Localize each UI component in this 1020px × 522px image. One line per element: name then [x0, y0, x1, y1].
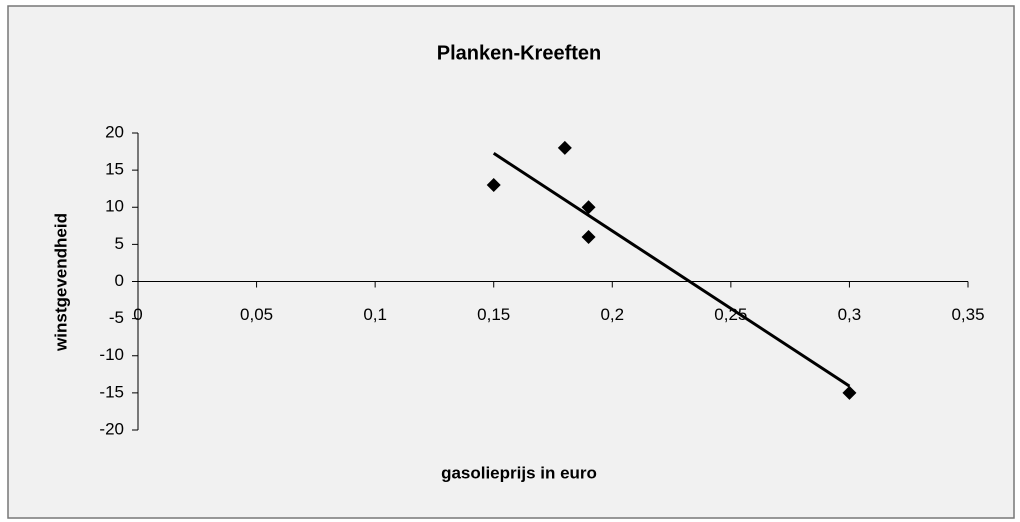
- x-axis-label: gasolieprijs in euro: [441, 463, 597, 482]
- y-tick-label: 15: [105, 160, 124, 179]
- data-point: [842, 385, 857, 400]
- y-tick-label: -15: [99, 382, 124, 401]
- data-point: [557, 140, 572, 155]
- data-point: [581, 200, 596, 215]
- chart-area: [7, 5, 1015, 519]
- x-tick-label: 0,1: [363, 305, 387, 324]
- chart-title: Planken-Kreeften: [437, 42, 602, 64]
- y-tick-label: -10: [99, 345, 124, 364]
- x-tick-label: 0: [133, 305, 142, 324]
- y-tick-label: 20: [105, 122, 124, 141]
- x-tick-label: 0,15: [477, 305, 510, 324]
- y-tick-label: -20: [99, 419, 124, 438]
- trendline: [492, 152, 851, 388]
- x-tick-label: 0,25: [714, 305, 747, 324]
- y-tick-label: 10: [105, 197, 124, 216]
- y-axis-label: winstgevendheid: [51, 213, 70, 352]
- x-tick-label: 0,3: [838, 305, 862, 324]
- y-tick-label: -5: [109, 308, 124, 327]
- x-tick-label: 0,2: [600, 305, 624, 324]
- x-tick-label: 0,35: [951, 305, 984, 324]
- data-point: [581, 229, 596, 244]
- data-point: [486, 177, 501, 192]
- x-tick-label: 0,05: [240, 305, 273, 324]
- y-tick-label: 5: [115, 234, 124, 253]
- y-tick-label: 0: [115, 271, 124, 290]
